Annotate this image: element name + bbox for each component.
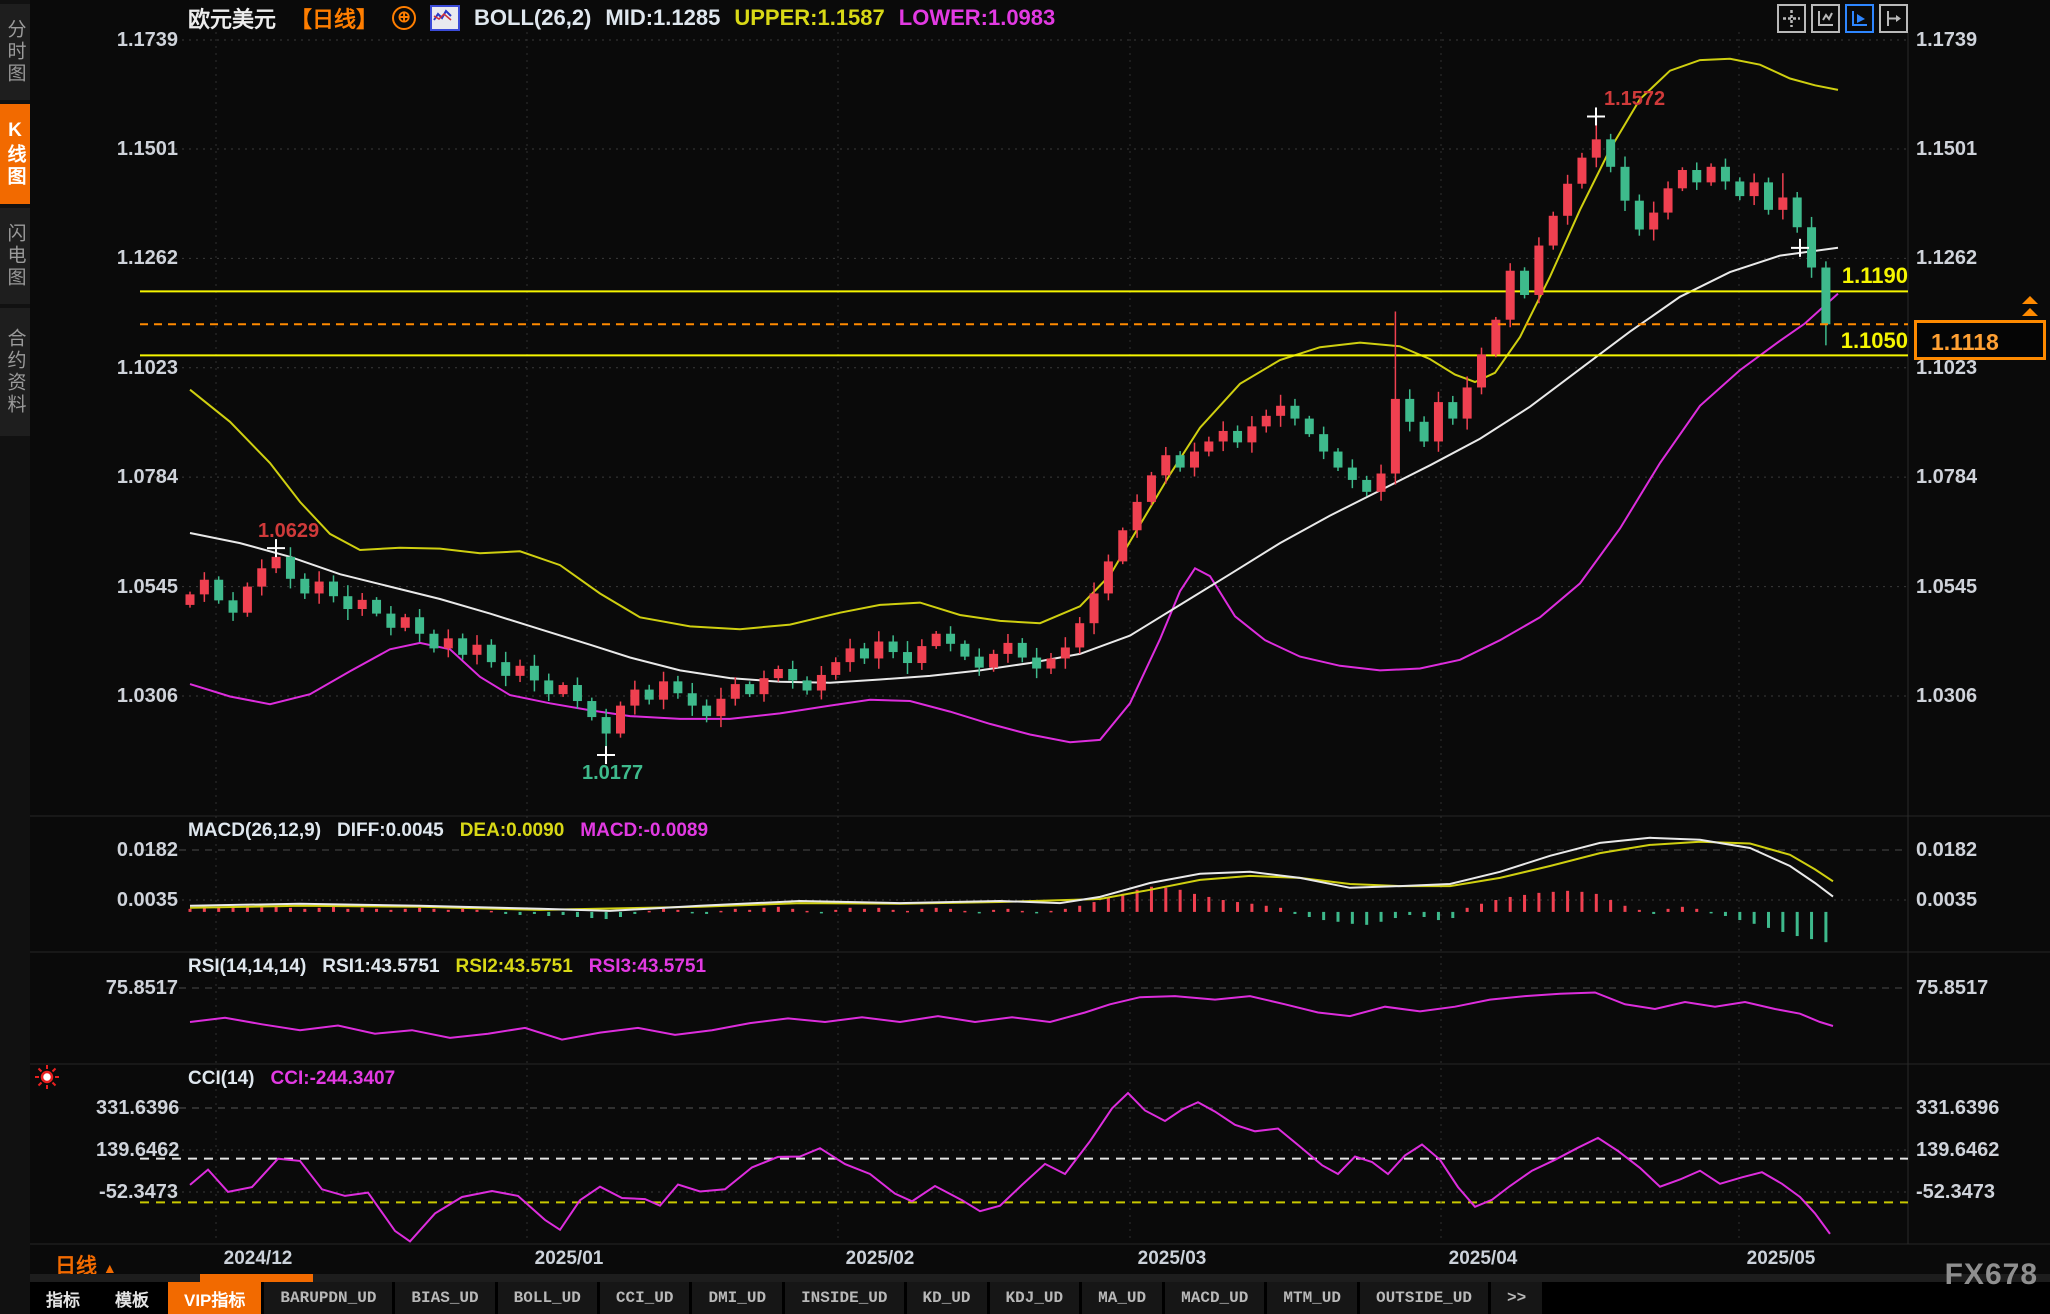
macd-axis-label-left: 0.0182 xyxy=(116,839,178,861)
x-axis-label: 2024/12 xyxy=(223,1248,293,1269)
tab-模板[interactable]: 模板 xyxy=(115,1290,149,1310)
macd-axis-label-right: 0.0182 xyxy=(1916,839,1978,861)
cci-axis-label-right: -52.3473 xyxy=(1916,1181,1995,1203)
macd-hist-value: MACD:-0.0089 xyxy=(580,820,709,841)
crosshair-move-icon[interactable] xyxy=(1777,4,1806,33)
symbol-title: 欧元美元 xyxy=(188,7,277,32)
current-price-tag: 1.1118 xyxy=(1914,320,2046,360)
chart-toolbar xyxy=(1777,4,1908,33)
tab-kd-ud[interactable]: KD_UD xyxy=(906,1282,987,1314)
period-selector[interactable]: 日线 ▲ xyxy=(55,1250,117,1280)
rsi-title: RSI(14,14,14) xyxy=(188,956,307,977)
rsi1-value: RSI1:43.5751 xyxy=(322,956,440,977)
cci-panel-header: CCI(14) CCI:-244.3407 xyxy=(188,1068,411,1090)
tab-vip指标[interactable]: VIP指标 xyxy=(168,1282,262,1314)
price-axis-label-right: 1.0306 xyxy=(1916,685,1978,707)
macd-title: MACD(26,12,9) xyxy=(188,820,322,841)
tab-kdj-ud[interactable]: KDJ_UD xyxy=(989,1282,1080,1314)
boll-mid-value: MID:1.1285 xyxy=(605,5,721,30)
price-axis-label-right: 1.1739 xyxy=(1916,29,1978,51)
fit-chart-icon[interactable] xyxy=(1811,4,1840,33)
cci-axis-label-left: 139.6462 xyxy=(96,1139,180,1161)
price-axis-label-right: 1.1023 xyxy=(1916,356,1978,379)
macd-panel-header: MACD(26,12,9) DIFF:0.0045 DEA:0.0090 MACD:-… xyxy=(188,820,724,842)
sidebar-item-2[interactable]: K线图 xyxy=(0,104,30,204)
rsi-axis-label-right: 75.8517 xyxy=(1916,977,1989,999)
macd-axis-label-right: 0.0035 xyxy=(1916,889,1978,911)
chart-header: 欧元美元 【日线】 ⊕ BOLL(26,2) MID:1.1285 UPPER:… xyxy=(188,4,1069,32)
price-axis-label-right: 1.0545 xyxy=(1916,575,1978,598)
tab-ma-ud[interactable]: MA_UD xyxy=(1082,1282,1163,1314)
brand-watermark: FX678 xyxy=(1944,1258,2038,1291)
tab--[interactable]: >> xyxy=(1490,1282,1543,1314)
pan-right-icon[interactable] xyxy=(1879,4,1908,33)
x-axis-label: 2025/05 xyxy=(1746,1248,1816,1269)
tab-指标[interactable]: 指标 xyxy=(46,1290,80,1310)
candlestick-icon[interactable] xyxy=(430,5,461,31)
cci-axis-label-right: 331.6396 xyxy=(1916,1097,2000,1119)
resistance-price-tag[interactable]: 1.1190 xyxy=(1841,263,1908,288)
period-badge[interactable]: 【日线】 xyxy=(290,7,379,32)
tab-macd-ud[interactable]: MACD_UD xyxy=(1165,1282,1265,1314)
price-axis-label-right: 1.0784 xyxy=(1916,466,1978,489)
price-axis-label-right: 1.1501 xyxy=(1916,137,1978,160)
price-axis-label-right: 1.1262 xyxy=(1916,247,1978,270)
macd-dea-value: DEA:0.0090 xyxy=(459,820,565,841)
tab-bias-ud[interactable]: BIAS_UD xyxy=(395,1282,495,1314)
x-axis-label: 2025/01 xyxy=(534,1248,604,1269)
tab-inside-ud[interactable]: INSIDE_UD xyxy=(785,1282,904,1314)
dec-high-annotation: 1.0629 xyxy=(258,520,320,542)
sidebar-item-1[interactable]: 分时图 xyxy=(0,4,30,100)
price-axis-label-left: 1.0306 xyxy=(116,685,178,707)
rsi2-value: RSI2:43.5751 xyxy=(455,956,573,977)
price-axis-label-left: 1.1501 xyxy=(116,137,178,160)
tab-outside-ud[interactable]: OUTSIDE_UD xyxy=(1359,1282,1488,1314)
rsi-axis-label-left: 75.8517 xyxy=(105,977,178,999)
tab-barupdn-ud[interactable]: BARUPDN_UD xyxy=(264,1282,393,1314)
boll-lower-value: LOWER:1.0983 xyxy=(898,5,1056,30)
price-axis-label-left: 1.0545 xyxy=(116,575,178,598)
x-axis-label: 2025/02 xyxy=(845,1248,915,1269)
rsi3-value: RSI3:43.5751 xyxy=(588,956,707,977)
sidebar-item-4[interactable]: 合约资料 xyxy=(0,308,30,436)
swing-high-annotation: 1.1572 xyxy=(1604,88,1666,110)
boll-indicator-label: BOLL(26,2) xyxy=(474,5,592,30)
period-arrow-icon: ▲ xyxy=(102,1260,117,1276)
tab-boll-ud[interactable]: BOLL_UD xyxy=(497,1282,597,1314)
macd-axis-label-left: 0.0035 xyxy=(116,889,178,911)
period-label: 日线 xyxy=(55,1255,97,1278)
tab-cci-ud[interactable]: CCI_UD xyxy=(599,1282,690,1314)
support-price-tag[interactable]: 1.1050 xyxy=(1840,328,1908,353)
cci-value: CCI:-244.3407 xyxy=(270,1068,396,1089)
cci-title: CCI(14) xyxy=(188,1068,255,1089)
alert-sun-icon[interactable] xyxy=(34,1064,60,1095)
scrollbar-thumb[interactable] xyxy=(200,1274,313,1282)
x-axis-label: 2025/03 xyxy=(1137,1248,1207,1269)
cci-axis-label-left: 331.6396 xyxy=(96,1097,180,1119)
macd-diff-value: DIFF:0.0045 xyxy=(337,820,444,841)
rsi-panel-header: RSI(14,14,14) RSI1:43.5751 RSI2:43.5751 RSI… xyxy=(188,956,722,978)
price-axis-label-left: 1.1023 xyxy=(116,356,178,379)
boll-upper-value: UPPER:1.1587 xyxy=(734,5,885,30)
cci-axis-label-left: -52.3473 xyxy=(99,1181,178,1203)
jan-low-annotation: 1.0177 xyxy=(582,762,644,784)
auto-follow-chart-icon[interactable] xyxy=(1845,4,1874,33)
sidebar: 分时图 K线图闪电图合约资料 xyxy=(0,0,30,1314)
indicator-tabbar: 指标 模板 VIP指标 BARUPDN_UD BIAS_UD BOLL_UD CCI_UD D… xyxy=(30,1282,2050,1314)
cci-axis-label-right: 139.6462 xyxy=(1916,1139,2000,1161)
horizontal-scrollbar[interactable] xyxy=(30,1274,2050,1282)
price-axis-label-left: 1.0784 xyxy=(116,466,178,489)
price-axis-label-left: 1.1739 xyxy=(116,29,178,51)
price-axis-label-left: 1.1262 xyxy=(116,247,178,270)
sidebar-item-3[interactable]: 闪电图 xyxy=(0,208,30,304)
add-indicator-icon[interactable]: ⊕ xyxy=(392,6,417,30)
tab-dmi-ud[interactable]: DMI_UD xyxy=(692,1282,783,1314)
tab-mtm-ud[interactable]: MTM_UD xyxy=(1267,1282,1357,1314)
x-axis-label: 2025/04 xyxy=(1448,1248,1518,1269)
